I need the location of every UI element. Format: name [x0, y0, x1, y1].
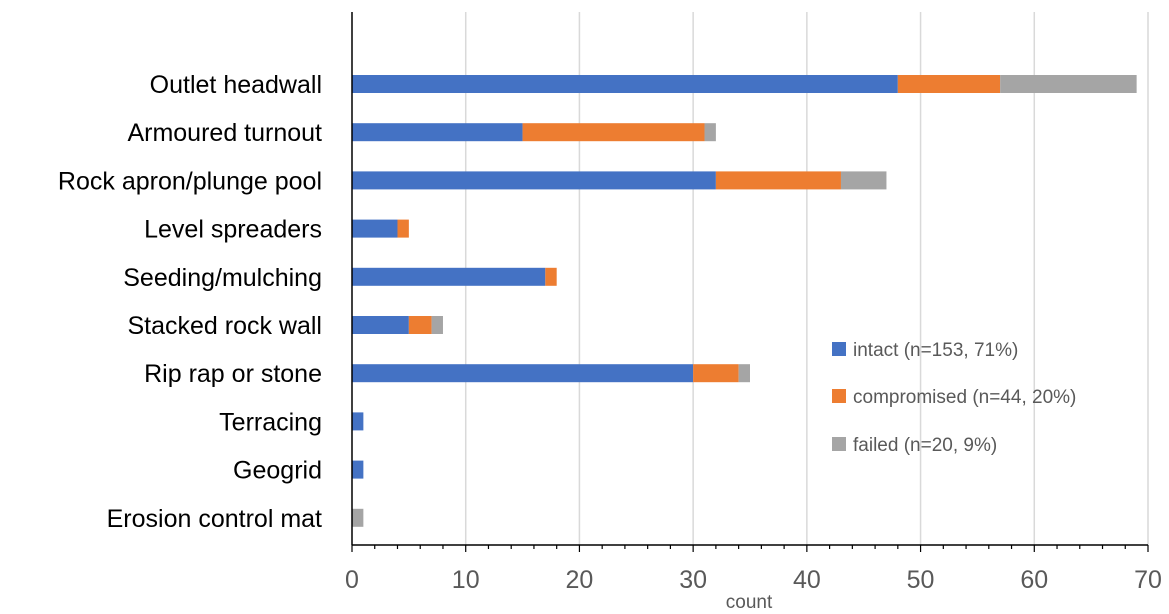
x-tick-labels: 0 10 20 30 40 50 60 70	[345, 566, 1162, 594]
bar-segment	[352, 316, 409, 334]
x-axis-title: count	[726, 592, 773, 613]
bar-segment	[352, 508, 364, 527]
x-tick-label: 0	[345, 566, 359, 594]
bar-segment	[408, 316, 432, 334]
bar-segment	[840, 171, 887, 190]
category-label: Erosion control mat	[107, 505, 322, 533]
x-tick-label: 20	[566, 566, 594, 594]
x-tick-label: 50	[907, 566, 935, 594]
bar-segment	[738, 364, 750, 383]
bar-segment	[704, 123, 716, 142]
gridlines	[464, 12, 1149, 545]
legend-label: compromised (n=44, 20%)	[853, 387, 1076, 408]
axes	[351, 12, 1149, 552]
bar-segment	[715, 171, 841, 190]
bars	[352, 75, 1137, 527]
category-label: Armoured turnout	[127, 119, 322, 147]
bar-segment	[1000, 75, 1137, 93]
x-tick-label: 60	[1020, 566, 1048, 594]
x-tick-label: 40	[793, 566, 821, 594]
category-label: Stacked rock wall	[127, 312, 322, 340]
bar-segment	[897, 75, 1001, 93]
x-tick-label: 10	[452, 566, 480, 594]
legend-label: intact (n=153, 71%)	[853, 340, 1018, 361]
bar-segment	[352, 412, 364, 431]
category-label: Terracing	[219, 408, 322, 436]
x-tick-label: 70	[1134, 566, 1162, 594]
category-label: Rock apron/plunge pool	[58, 167, 322, 195]
x-tick-label: 30	[679, 566, 707, 594]
bar-segment	[397, 219, 409, 238]
bar-segment	[522, 123, 705, 142]
bar-segment	[352, 364, 694, 383]
category-label: Seeding/mulching	[123, 264, 322, 292]
legend-swatch	[832, 389, 846, 403]
legend-label: failed (n=20, 9%)	[853, 435, 997, 456]
category-label: Geogrid	[233, 457, 322, 485]
bar-segment	[352, 460, 364, 479]
bar-segment	[431, 316, 443, 334]
category-label: Outlet headwall	[150, 71, 322, 99]
bar-segment	[352, 75, 898, 93]
bar-segment	[545, 267, 557, 286]
bar-segment	[352, 171, 716, 190]
category-labels: Outlet headwall Armoured turnout Rock apro…	[58, 71, 322, 533]
category-label: Rip rap or stone	[144, 360, 322, 388]
legend-swatch	[832, 342, 846, 356]
category-label: Level spreaders	[144, 216, 322, 244]
bar-segment	[352, 267, 546, 286]
legend-swatch	[832, 437, 846, 451]
bar-segment	[352, 123, 523, 142]
bar-segment	[693, 364, 739, 383]
bar-segment	[352, 219, 398, 238]
legend: intact (n=153, 71%) compromised (n=44, 20…	[832, 340, 1076, 456]
